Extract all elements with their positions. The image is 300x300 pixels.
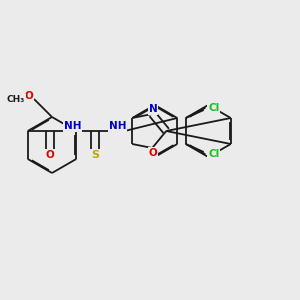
- Text: O: O: [149, 148, 158, 158]
- Text: CH₃: CH₃: [7, 94, 25, 103]
- Text: Cl: Cl: [208, 103, 219, 113]
- Text: S: S: [91, 150, 99, 160]
- Text: O: O: [25, 91, 33, 101]
- Text: O: O: [45, 150, 54, 160]
- Text: NH: NH: [64, 121, 82, 131]
- Text: N: N: [149, 104, 158, 114]
- Text: NH: NH: [109, 121, 127, 131]
- Text: Cl: Cl: [208, 149, 219, 159]
